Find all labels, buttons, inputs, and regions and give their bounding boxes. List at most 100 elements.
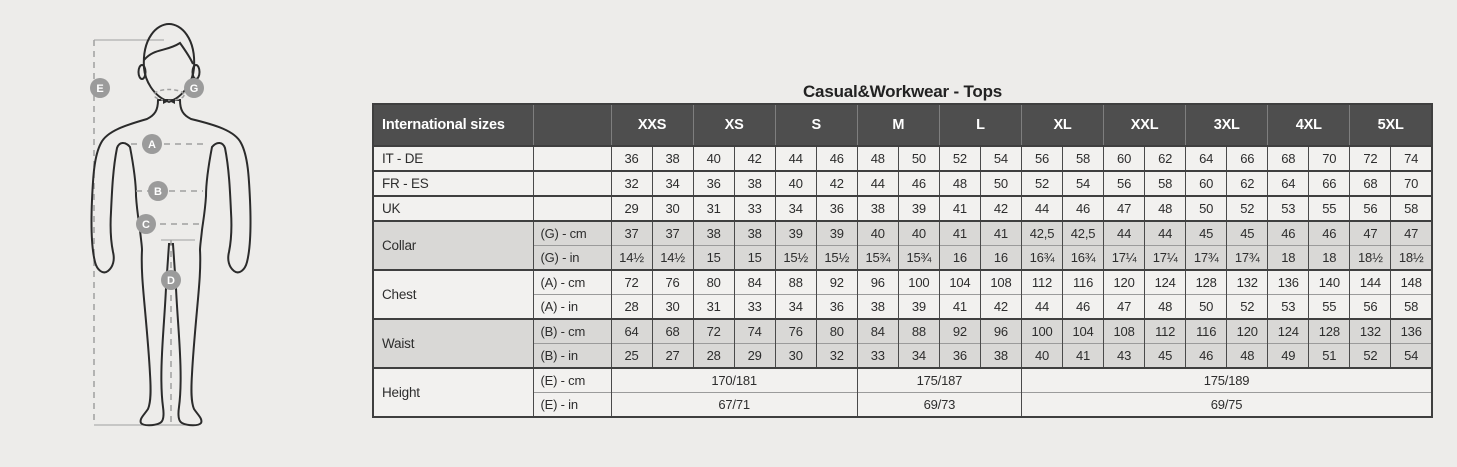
- table-cell: 72: [1349, 145, 1391, 171]
- table-cell: 84: [856, 318, 899, 344]
- table-cell: 40: [692, 145, 735, 171]
- marker-C-label: C: [142, 219, 150, 231]
- corner-header-cell: International sizes: [373, 104, 533, 147]
- table-cell: 17¼: [1103, 245, 1145, 270]
- table-cell: 16¾: [1062, 245, 1104, 270]
- table-cell: 52: [938, 145, 981, 171]
- table-cell: 175/187: [856, 367, 1022, 393]
- table-cell: 88: [774, 269, 817, 295]
- table-cell: 116: [1185, 318, 1227, 344]
- table-cell: 69/75: [1020, 392, 1432, 417]
- table-cell: 58: [1390, 294, 1432, 319]
- table-cell: 108: [1103, 318, 1145, 344]
- table-cell: 92: [938, 318, 981, 344]
- table-cell: 15¾: [897, 245, 940, 270]
- table-cell: 30: [651, 195, 694, 221]
- table-cell: 60: [1103, 145, 1145, 171]
- table-cell: 38: [651, 145, 694, 171]
- table-cell: 18½: [1390, 245, 1432, 270]
- table-row: (E) - in 67/71 69/73 69/75: [373, 392, 1432, 417]
- table-cell: 41: [938, 294, 981, 319]
- table-row: (A) - in 28 30 31 33 34 36 38 39 41 42 44 46 47 48 50 52…: [373, 294, 1432, 319]
- table-cell: 36: [692, 170, 735, 196]
- table-row: (B) - in 25 27 28 29 30 32 33 34 36 38 40 41 43 45 46 48…: [373, 343, 1432, 368]
- table-cell: 45: [1144, 343, 1186, 368]
- table-cell: 38: [733, 170, 776, 196]
- table-cell: 39: [774, 220, 817, 246]
- table-cell: 37: [651, 220, 694, 246]
- table-cell: 74: [1390, 145, 1432, 171]
- table-cell: 53: [1267, 195, 1309, 221]
- size-group-header: 3XL: [1185, 104, 1268, 147]
- table-cell: 124: [1267, 318, 1309, 344]
- table-cell: 34: [774, 195, 817, 221]
- table-cell: 51: [1308, 343, 1350, 368]
- table-cell: 46: [897, 170, 940, 196]
- table-cell: 136: [1267, 269, 1309, 295]
- table-cell: 46: [1308, 220, 1350, 246]
- table-cell: 41: [1062, 343, 1104, 368]
- table-cell: 112: [1144, 318, 1186, 344]
- table-cell: 17¼: [1144, 245, 1186, 270]
- table-cell: 52: [1020, 170, 1063, 196]
- table-cell: 132: [1226, 269, 1268, 295]
- unit-label: (G) - in: [532, 245, 611, 270]
- table-cell: 136: [1390, 318, 1432, 344]
- table-cell: 55: [1308, 195, 1350, 221]
- table-row: FR - ES 32 34 36 38 40 42 44 46 48 50 52 54 56 58 60 62 6…: [373, 170, 1432, 196]
- marker-B: B: [148, 181, 168, 201]
- table-cell: 116: [1062, 269, 1104, 295]
- table-cell: 72: [610, 269, 653, 295]
- table-cell: 40: [897, 220, 940, 246]
- table-cell: 36: [815, 195, 858, 221]
- table-cell: 36: [938, 343, 981, 368]
- table-cell: 84: [733, 269, 776, 295]
- table-cell: 30: [651, 294, 694, 319]
- unit-label: (B) - in: [532, 343, 611, 368]
- table-cell: 92: [815, 269, 858, 295]
- table-cell: 28: [610, 294, 653, 319]
- table-cell: 36: [815, 294, 858, 319]
- size-group-header: M: [856, 104, 940, 147]
- table-cell: 38: [979, 343, 1022, 368]
- size-group-header: 5XL: [1349, 104, 1432, 147]
- table-cell: 96: [856, 269, 899, 295]
- table-cell: 16: [979, 245, 1022, 270]
- unit-label: [532, 195, 611, 221]
- collar-dashed-ellipse: [153, 88, 185, 102]
- table-cell: 76: [651, 269, 694, 295]
- table-cell: 55: [1308, 294, 1350, 319]
- table-row: (G) - in 14½ 14½ 15 15 15½ 15½ 15¾ 15¾ 16 16 16¾ 16¾…: [373, 245, 1432, 270]
- table-cell: 27: [651, 343, 694, 368]
- table-cell: 68: [651, 318, 694, 344]
- row-label: Height: [373, 367, 533, 417]
- table-cell: 46: [1062, 294, 1104, 319]
- table-cell: 44: [1020, 294, 1063, 319]
- table-cell: 41: [979, 220, 1022, 246]
- table-cell: 52: [1226, 294, 1268, 319]
- table-cell: 120: [1226, 318, 1268, 344]
- marker-A-label: A: [148, 139, 156, 151]
- bow-tie-icon: [163, 98, 175, 104]
- table-cell: 128: [1308, 318, 1350, 344]
- table-cell: 16¾: [1020, 245, 1063, 270]
- table-cell: 38: [856, 195, 899, 221]
- table-cell: 56: [1349, 294, 1391, 319]
- table-cell: 42,5: [1062, 220, 1104, 246]
- table-cell: 44: [856, 170, 899, 196]
- table-row: Collar (G) - cm 37 37 38 38 39 39 40 40 41 41 42,5 42…: [373, 220, 1432, 270]
- marker-D-label: D: [167, 275, 175, 287]
- table-row: UK 29 30 31 33 34 36 38 39 41 42 44 46 47 48 50 52 53 55 56…: [373, 195, 1432, 221]
- table-row: Height (E) - cm 170/181 175/187 175/189: [373, 367, 1432, 417]
- table-cell: 67/71: [610, 392, 858, 417]
- table-cell: 47: [1349, 220, 1391, 246]
- table-cell: 70: [1390, 170, 1432, 196]
- unit-label: (E) - cm: [532, 367, 611, 393]
- table-cell: 80: [692, 269, 735, 295]
- table-cell: 47: [1103, 195, 1145, 221]
- table-cell: 124: [1144, 269, 1186, 295]
- table-cell: 175/189: [1020, 367, 1432, 393]
- table-cell: 64: [1185, 145, 1227, 171]
- table-cell: 37: [610, 220, 653, 246]
- table-cell: 14½: [610, 245, 653, 270]
